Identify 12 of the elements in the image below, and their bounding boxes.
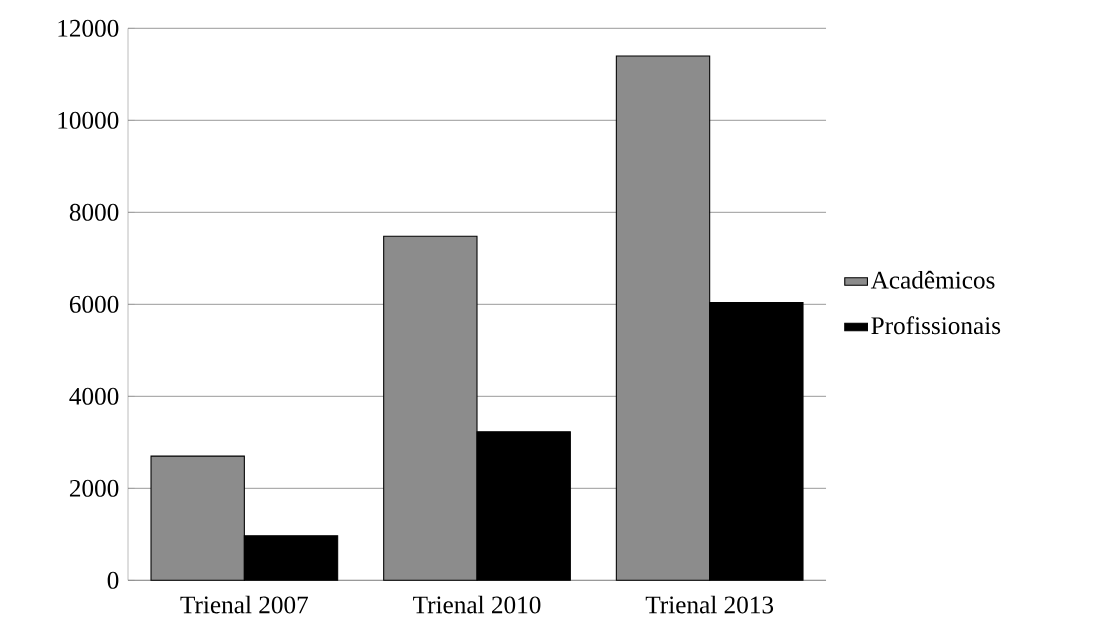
y-tick-label: 6000 [69, 295, 119, 313]
x-tick-label: Trienal 2007 [180, 595, 308, 614]
x-tick-label: Trienal 2013 [645, 595, 774, 614]
legend-label: Profissionais [871, 316, 1001, 335]
y-tick-label: 8000 [69, 203, 119, 221]
y-tick-label: 10000 [58, 111, 119, 129]
x-tick-label: Trienal 2010 [413, 595, 541, 614]
y-tick-label: 12000 [58, 19, 119, 37]
y-tick-label: 2000 [69, 479, 119, 497]
y-tick-label: 4000 [69, 387, 119, 405]
legend-label: Acadêmicos [870, 270, 995, 289]
y-tick-label: 0 [107, 571, 119, 589]
